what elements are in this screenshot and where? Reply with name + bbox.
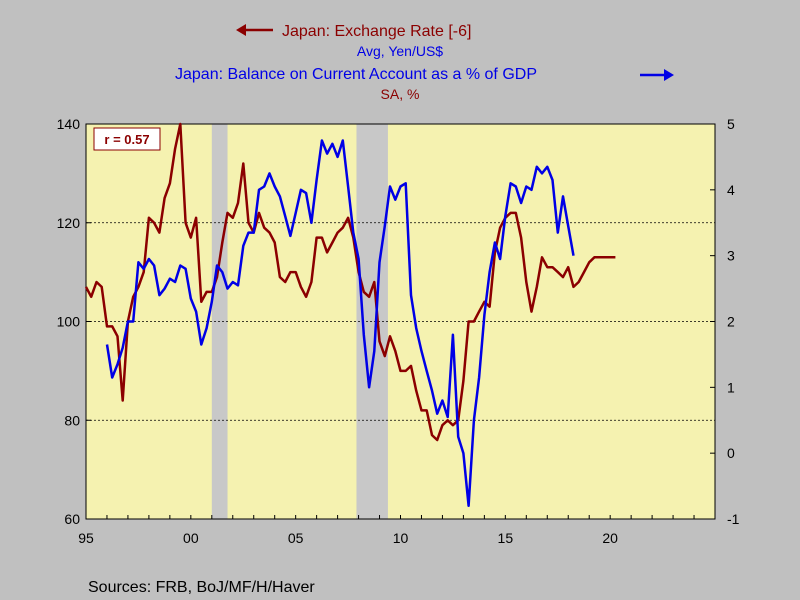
right-axis: -1 0 1 2 3 4 5 [710, 116, 740, 527]
series-layer [84, 122, 616, 508]
legend: Japan: Exchange Rate [-6] Avg, Yen/US$ J… [175, 23, 674, 102]
right-tick-label: 2 [727, 314, 735, 330]
left-axis: 60 80 100 120 140 [57, 116, 91, 527]
legend-entry-exchange-rate: Japan: Exchange Rate [-6] [236, 23, 471, 40]
right-tick-label: 0 [727, 445, 735, 461]
x-tick-label: 20 [602, 530, 618, 546]
left-tick-label: 80 [64, 412, 80, 428]
x-tick-label: 15 [498, 530, 514, 546]
x-tick-label: 95 [78, 530, 94, 546]
right-arrow-icon [664, 69, 674, 81]
right-tick-label: 3 [727, 248, 735, 264]
series-line-current-account [105, 139, 575, 508]
left-tick-label: 140 [57, 116, 81, 132]
left-arrow-icon [236, 24, 246, 36]
correlation-label: r = 0.57 [104, 132, 149, 147]
left-tick-label: 120 [57, 215, 81, 231]
x-tick-label: 05 [288, 530, 304, 546]
source-note: Sources: FRB, BoJ/MF/H/Haver [88, 579, 315, 596]
right-tick-label: 4 [727, 182, 735, 198]
gridlines [86, 222, 715, 421]
legend-entry-current-account: Japan: Balance on Current Account as a %… [175, 66, 674, 83]
legend-series2-label: Japan: Balance on Current Account as a %… [175, 66, 537, 83]
legend-series1-subtitle: Avg, Yen/US$ [357, 43, 443, 59]
plot-area [85, 123, 716, 520]
legend-series2-subtitle: SA, % [381, 86, 420, 102]
correlation-box: r = 0.57 [93, 127, 161, 151]
x-tick-label: 10 [393, 530, 409, 546]
x-axis: 95 00 05 10 15 20 [78, 515, 716, 546]
left-tick-label: 100 [57, 314, 81, 330]
right-tick-label: 1 [727, 379, 735, 395]
right-tick-label: 5 [727, 116, 735, 132]
legend-series1-label: Japan: Exchange Rate [-6] [282, 23, 471, 40]
x-tick-label: 00 [183, 530, 199, 546]
right-tick-label: -1 [727, 511, 740, 527]
series-line-exchange-rate [84, 122, 616, 442]
left-tick-label: 60 [64, 511, 80, 527]
